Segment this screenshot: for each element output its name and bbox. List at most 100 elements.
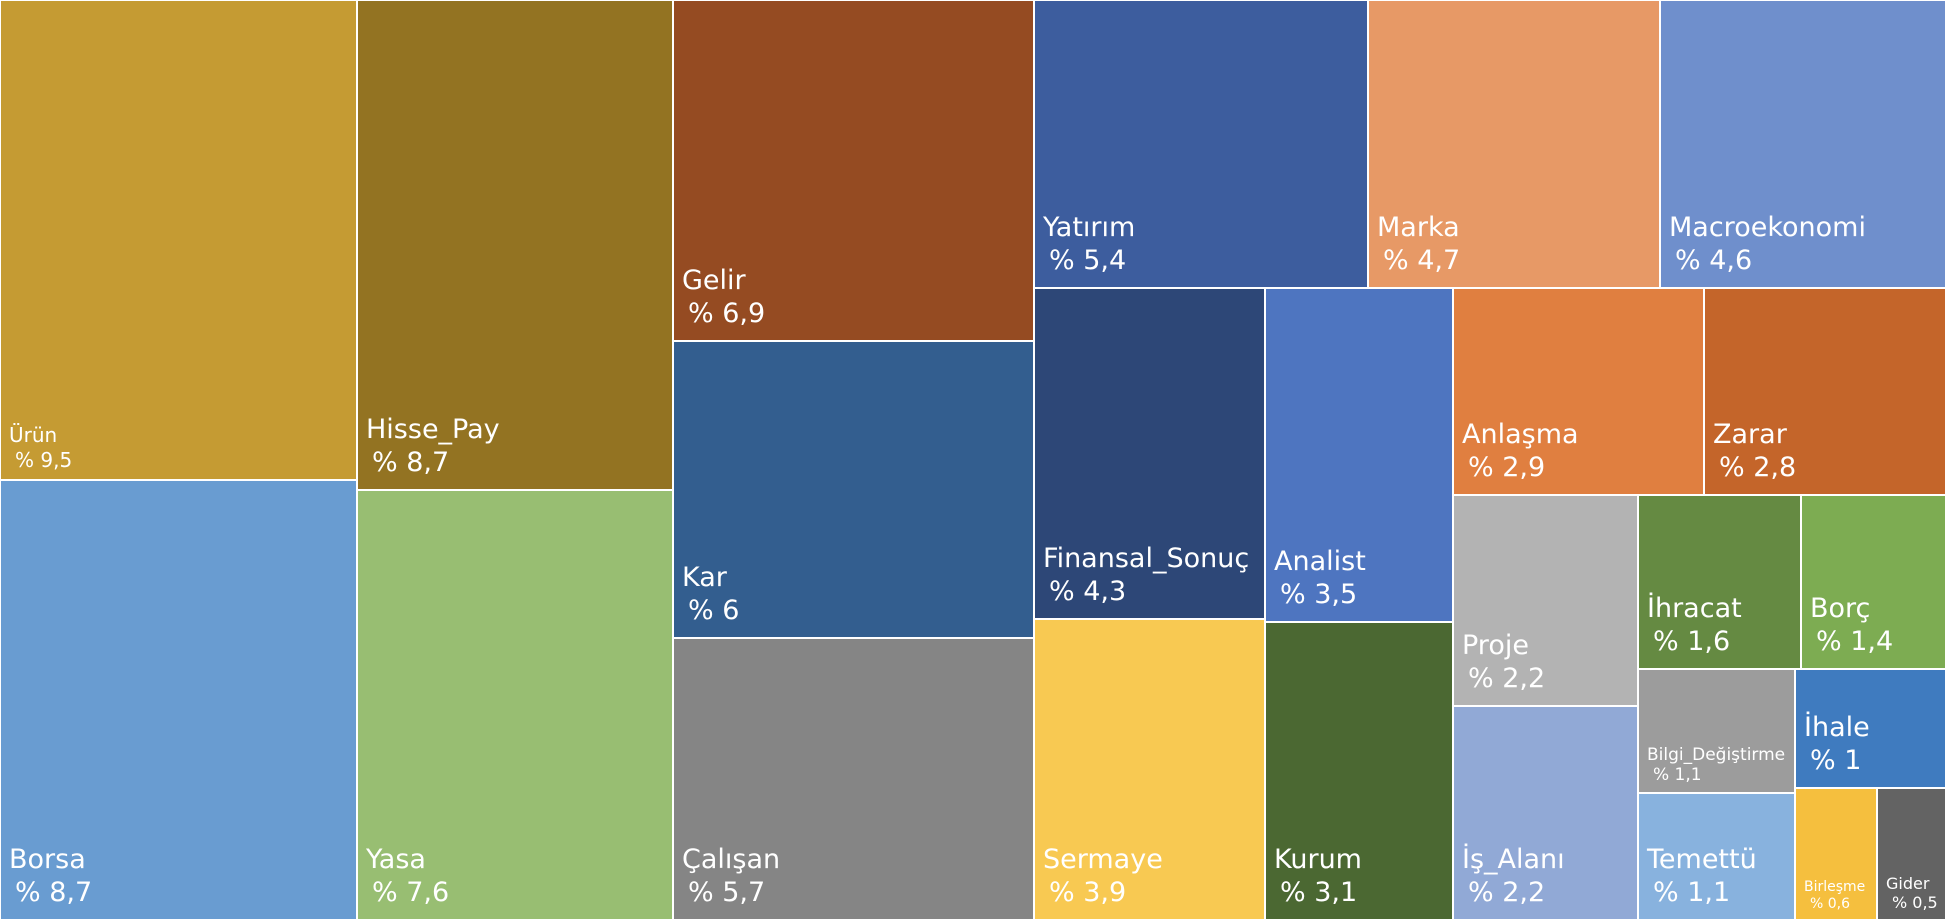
treemap-tile-bilgi-degistirme: Bilgi_Değiştirme% 1,1: [1638, 669, 1795, 793]
tile-name-label: Hisse_Pay: [366, 414, 500, 446]
treemap-tile-sermaye: Sermaye% 3,9: [1034, 619, 1265, 920]
tile-name-label: Kurum: [1274, 844, 1362, 876]
tile-name-label: Ürün: [9, 423, 58, 448]
tile-value-label: % 6: [688, 595, 740, 627]
tile-value-label: % 5,7: [688, 877, 766, 909]
treemap-tile-marka: Marka% 4,7: [1368, 0, 1660, 288]
treemap-tile-borsa: Borsa% 8,7: [0, 480, 357, 920]
treemap-tile-borc: Borç% 1,4: [1801, 495, 1946, 669]
tile-label-group: Bilgi_Değiştirme% 1,1: [1647, 745, 1785, 786]
treemap-tile-yatirim: Yatırım% 5,4: [1034, 0, 1368, 288]
tile-label-group: İhracat% 1,6: [1647, 593, 1742, 659]
treemap-tile-zarar: Zarar% 2,8: [1704, 288, 1946, 495]
treemap-tile-kar: Kar% 6: [673, 341, 1034, 638]
treemap-tile-urun: Ürün% 9,5: [0, 0, 357, 480]
tile-name-label: İhale: [1804, 712, 1870, 744]
treemap-tile-gider: Gider% 0,5: [1877, 788, 1946, 920]
tile-value-label: % 2,2: [1468, 663, 1546, 695]
tile-label-group: Sermaye% 3,9: [1043, 844, 1163, 910]
tile-label-group: Borsa% 8,7: [9, 844, 92, 910]
tile-label-group: Hisse_Pay% 8,7: [366, 414, 500, 480]
tile-name-label: Marka: [1377, 212, 1460, 244]
tile-name-label: Proje: [1462, 630, 1529, 662]
tile-name-label: Finansal_Sonuç: [1043, 543, 1250, 575]
tile-value-label: % 1,4: [1816, 626, 1894, 658]
tile-label-group: İhale% 1: [1804, 712, 1870, 778]
tile-name-label: Sermaye: [1043, 844, 1163, 876]
tile-value-label: % 2,2: [1468, 877, 1546, 909]
tile-name-label: Borç: [1810, 593, 1871, 625]
tile-label-group: İş_Alanı% 2,2: [1462, 844, 1565, 910]
tile-name-label: Zarar: [1713, 419, 1787, 451]
tile-label-group: Analist% 3,5: [1274, 546, 1366, 612]
treemap-tile-gelir: Gelir% 6,9: [673, 0, 1034, 341]
tile-value-label: % 9,5: [15, 447, 73, 472]
treemap-tile-yasa: Yasa% 7,6: [357, 490, 673, 920]
tile-name-label: Analist: [1274, 546, 1366, 578]
tile-label-group: Birleşme% 0,6: [1804, 879, 1865, 913]
tile-value-label: % 1,6: [1653, 626, 1731, 658]
treemap-tile-proje: Proje% 2,2: [1453, 495, 1638, 706]
tile-label-group: Gider% 0,5: [1886, 874, 1938, 913]
tile-value-label: % 0,6: [1810, 895, 1851, 912]
tile-name-label: Kar: [682, 562, 727, 594]
treemap-tile-anlasma: Anlaşma% 2,9: [1453, 288, 1704, 495]
treemap-tile-kurum: Kurum% 3,1: [1265, 622, 1453, 920]
treemap-tile-ihale: İhale% 1: [1795, 669, 1946, 788]
tile-label-group: Finansal_Sonuç% 4,3: [1043, 543, 1249, 609]
tile-value-label: % 8,7: [15, 877, 93, 909]
tile-label-group: Borç% 1,4: [1810, 593, 1893, 659]
tile-name-label: Gelir: [682, 265, 746, 297]
tile-name-label: Bilgi_Değiştirme: [1647, 744, 1786, 765]
tile-value-label: % 2,8: [1719, 452, 1797, 484]
tile-value-label: % 0,5: [1892, 893, 1938, 913]
tile-label-group: Proje% 2,2: [1462, 630, 1545, 696]
tile-label-group: Anlaşma% 2,9: [1462, 419, 1579, 485]
treemap-tile-hisse-pay: Hisse_Pay% 8,7: [357, 0, 673, 490]
treemap-tile-temettu: Temettü% 1,1: [1638, 793, 1795, 920]
tile-value-label: % 1,1: [1653, 877, 1731, 909]
treemap-tile-is-alani: İş_Alanı% 2,2: [1453, 706, 1638, 920]
tile-name-label: Yasa: [366, 844, 426, 876]
treemap-tile-analist: Analist% 3,5: [1265, 288, 1453, 622]
tile-label-group: Marka% 4,7: [1377, 212, 1460, 278]
tile-label-group: Çalışan% 5,7: [682, 844, 780, 910]
tile-name-label: Borsa: [9, 844, 86, 876]
tile-name-label: Macroekonomi: [1669, 212, 1866, 244]
tile-name-label: Birleşme: [1804, 878, 1866, 895]
treemap-tile-finansal-sonuc: Finansal_Sonuç% 4,3: [1034, 288, 1265, 619]
tile-label-group: Yatırım% 5,4: [1043, 212, 1135, 278]
tile-name-label: Anlaşma: [1462, 419, 1579, 451]
tile-value-label: % 6,9: [688, 298, 766, 330]
tile-name-label: Çalışan: [682, 844, 781, 876]
tile-name-label: Temettü: [1647, 844, 1757, 876]
tile-value-label: % 7,6: [372, 877, 450, 909]
tile-value-label: % 3,9: [1049, 877, 1127, 909]
tile-value-label: % 4,6: [1675, 245, 1753, 277]
tile-value-label: % 3,5: [1280, 579, 1358, 611]
tile-label-group: Yasa% 7,6: [366, 844, 449, 910]
tile-label-group: Gelir% 6,9: [682, 265, 765, 331]
treemap-tile-macroekonomi: Macroekonomi% 4,6: [1660, 0, 1946, 288]
tile-value-label: % 5,4: [1049, 245, 1127, 277]
tile-label-group: Zarar% 2,8: [1713, 419, 1796, 485]
tile-value-label: % 1: [1810, 745, 1862, 777]
tile-name-label: İş_Alanı: [1462, 844, 1565, 876]
tile-value-label: % 4,3: [1049, 576, 1127, 608]
tile-name-label: Yatırım: [1043, 212, 1136, 244]
tile-label-group: Kurum% 3,1: [1274, 844, 1362, 910]
tile-label-group: Temettü% 1,1: [1647, 844, 1757, 910]
tile-value-label: % 1,1: [1653, 765, 1702, 786]
treemap-tile-calisan: Çalışan% 5,7: [673, 638, 1034, 920]
tile-label-group: Kar% 6: [682, 562, 739, 628]
treemap-tile-birlesme: Birleşme% 0,6: [1795, 788, 1877, 920]
tile-label-group: Ürün% 9,5: [9, 423, 72, 472]
tile-value-label: % 3,1: [1280, 877, 1358, 909]
tile-value-label: % 8,7: [372, 447, 450, 479]
treemap-tile-ihracat: İhracat% 1,6: [1638, 495, 1801, 669]
tile-label-group: Macroekonomi% 4,6: [1669, 212, 1866, 278]
tile-name-label: Gider: [1886, 873, 1930, 893]
tile-value-label: % 2,9: [1468, 452, 1546, 484]
tile-value-label: % 4,7: [1383, 245, 1461, 277]
